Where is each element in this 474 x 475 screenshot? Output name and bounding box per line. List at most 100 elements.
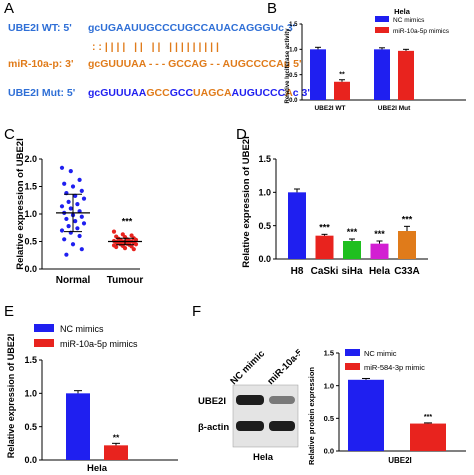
significance-label: ** <box>339 72 345 79</box>
y-tick-label: 0.0 <box>258 254 271 264</box>
legend-swatch-nc <box>34 324 54 332</box>
y-tick-label: 1.5 <box>24 182 37 192</box>
y-tick-label: 0.0 <box>24 455 37 465</box>
normal-point <box>70 184 76 189</box>
panel-b-bars: UBE2I WT UBE2I Mut ** <box>310 46 414 112</box>
panel-f-ylabel: Relative protein expression <box>307 367 316 465</box>
panel-label-e: E <box>4 303 15 320</box>
bar <box>410 423 446 451</box>
tumour-point <box>131 247 136 252</box>
y-tick-label: 1.5 <box>289 22 298 28</box>
y-tick-label: 1.5 <box>24 355 37 365</box>
y-tick-label: 0.0 <box>289 98 298 104</box>
legend-swatch-nc <box>375 16 389 22</box>
legend-label-nc: NC mimic <box>364 349 397 358</box>
x-tick-label: UBE2I <box>388 456 412 465</box>
legend-label-nc: NC mimics <box>393 17 425 24</box>
y-tick-label: 0.0 <box>324 447 334 456</box>
pairing-marks: : : | | | | | | | | | | | | | | | | | <box>92 41 219 53</box>
blot-lane-label-mir: miR-10a-5p mimic <box>265 322 300 387</box>
y-tick-label: 1.0 <box>324 381 334 390</box>
tumour-point <box>122 246 128 251</box>
panel-f-bars: *** UBE2I <box>348 377 446 465</box>
normal-point <box>77 177 82 182</box>
x-tick-label: Hela <box>369 266 391 277</box>
wt-sequence: gcUGAAUUGCCCUGCCAUACAGGGUc 3' <box>88 22 296 34</box>
y-tick-label: 0.5 <box>24 422 37 432</box>
bar <box>374 49 390 100</box>
legend-label-mir: miR-10a-5p mimics <box>60 339 138 349</box>
legend-swatch-mir <box>345 363 360 370</box>
panel-c-axis: 0.0 0.5 1.0 1.5 2.0 <box>24 154 140 274</box>
y-tick-label: 1.0 <box>289 47 298 53</box>
x-tick-label: siHa <box>341 266 363 277</box>
mut-seq-segment: AUGUCCC <box>231 87 286 99</box>
legend-swatch-mir <box>34 339 54 347</box>
legend-label-nc: NC mimics <box>60 324 104 334</box>
normal-point <box>68 169 73 174</box>
panel-a-sequence-alignment: UBE2I WT: 5' gcUGAAUUGCCCUGCCAUACAGGGUc … <box>0 0 310 115</box>
panel-label-d: D <box>236 126 247 143</box>
panel-label-b: B <box>267 0 278 17</box>
tumour-point <box>133 242 139 247</box>
panel-label-a: A <box>4 0 15 17</box>
normal-point <box>66 224 71 229</box>
normal-point <box>81 221 87 226</box>
panel-e-ylabel: Relative expression of UBE2I <box>6 334 16 459</box>
significance-label: *** <box>319 222 330 232</box>
y-tick-label: 0.0 <box>24 264 37 274</box>
blot-row-label-ube2i: UBE2I <box>198 396 226 407</box>
normal-point <box>75 202 80 207</box>
panel-d-ylabel: Relative expression of UBE2I <box>241 136 252 267</box>
tumour-point <box>111 229 117 234</box>
significance-label: ** <box>113 432 120 442</box>
panel-f-chart: Relative protein expression 0.0 0.5 1.0 1.5… <box>307 349 466 465</box>
mir-sequence: gcGUUUAA - - - GCCAG - - AUGCCCCAu 5' <box>88 58 302 70</box>
normal-point <box>81 196 87 201</box>
normal-point <box>59 228 65 233</box>
normal-point <box>62 181 67 186</box>
y-tick-label: 0.5 <box>324 414 334 423</box>
bar <box>334 81 350 100</box>
mut-seq-segment: GCC <box>146 87 170 99</box>
mut-seq-segment: UAGCA <box>193 87 232 99</box>
mir-label: miR-10a-p: 3' <box>8 58 74 70</box>
panel-c-ylabel: Relative expression of UBE2I <box>15 138 26 269</box>
panel-d-bars: H8 CaSki *** siHa *** Hela *** C33A *** <box>288 188 420 277</box>
normal-point <box>73 219 78 224</box>
panel-f-blot: NC mimic miR-10a-5p mimic UBE2I β-actin … <box>198 322 300 463</box>
panel-f-legend: NC mimic miR-584-3p mimic <box>345 349 425 372</box>
y-tick-label: 0.5 <box>258 221 271 231</box>
panel-b-chart: Hela Relative luciferase activity 0.0 0.5… <box>285 7 466 112</box>
panel-b-title: Hela <box>394 7 411 16</box>
x-tick-label: UBE2I Mut <box>378 105 411 112</box>
panel-e-legend: NC mimics miR-10a-5p mimics <box>34 324 138 349</box>
x-tick-label: H8 <box>291 266 304 277</box>
mut-seq-segment: c 3' <box>292 87 310 99</box>
mut-sequence: gcGUUUAAGCCGCCUAGCAAUGUCCCAc 3' <box>88 87 310 99</box>
blot-band-actin-mir <box>269 421 295 431</box>
normal-point <box>77 233 82 239</box>
significance-label: *** <box>347 227 358 237</box>
bar <box>66 393 90 460</box>
bar <box>310 49 326 100</box>
panel-e-axis: 0.0 0.5 1.0 1.5 <box>24 355 178 465</box>
x-tick-label: Tumour <box>107 275 144 286</box>
mut-seq-segment: A <box>285 87 293 99</box>
tumour-point <box>114 244 119 250</box>
x-tick-label: CaSki <box>311 266 339 277</box>
bar <box>288 192 306 259</box>
legend-swatch-mir <box>375 27 389 33</box>
bar <box>348 379 384 451</box>
blot-band-actin-nc <box>236 421 264 431</box>
normal-point <box>64 252 69 257</box>
y-tick-label: 0.5 <box>24 237 37 247</box>
y-tick-label: 1.0 <box>258 187 271 197</box>
bar <box>370 243 389 259</box>
normal-point <box>59 165 65 170</box>
normal-point <box>59 204 65 209</box>
panel-b-legend: NC mimics miR-10a-5p mimics <box>375 16 450 35</box>
bar <box>315 235 334 259</box>
panel-label-c: C <box>4 126 15 143</box>
panel-e-bars: ** Hela <box>66 390 128 474</box>
